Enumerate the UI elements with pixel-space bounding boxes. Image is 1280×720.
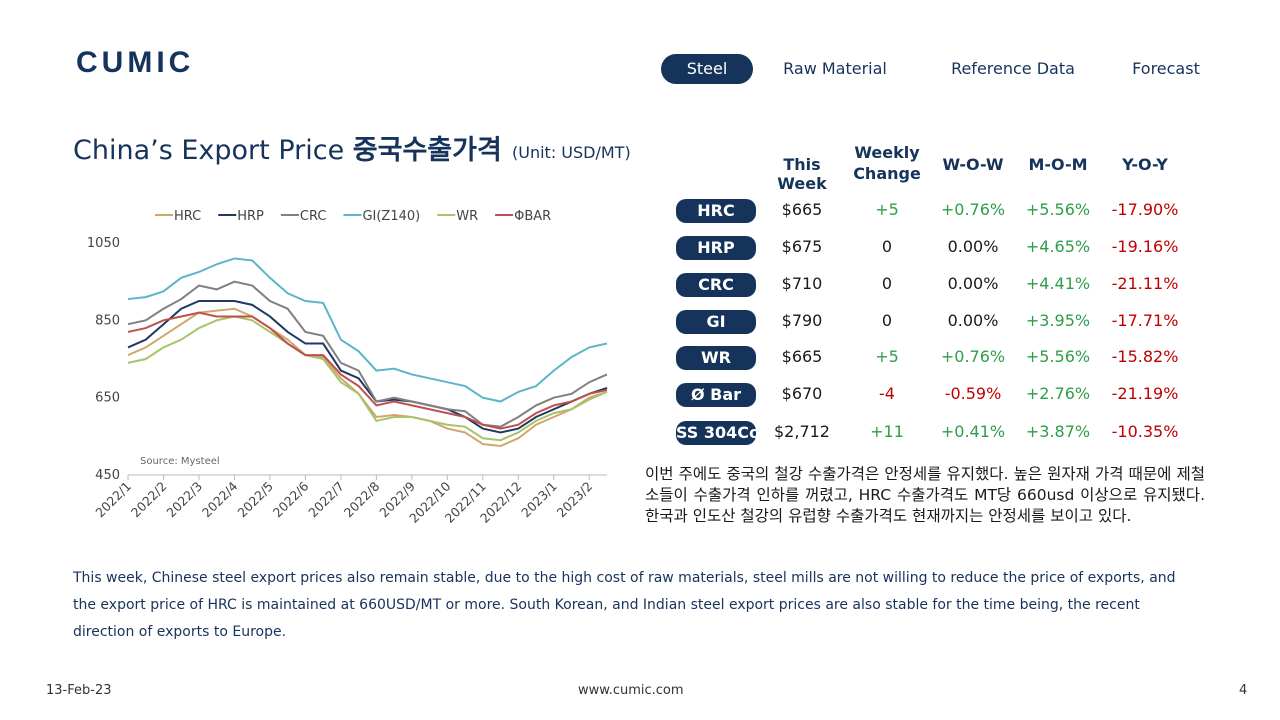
table-cell: +11 bbox=[870, 422, 904, 441]
x-tick-label: 2023/1 bbox=[518, 479, 560, 521]
row-label: SS 304Coil bbox=[676, 421, 756, 445]
table-cell: -21.19% bbox=[1111, 384, 1179, 403]
legend-label: ΦBAR bbox=[514, 209, 551, 224]
table-cell: +0.41% bbox=[940, 422, 1006, 441]
table-cell: 0 bbox=[881, 237, 893, 256]
x-tick-label: 2022/2 bbox=[128, 479, 170, 521]
table-cell: 0.00% bbox=[947, 237, 999, 256]
legend-label: GI(Z140) bbox=[362, 209, 420, 224]
table-cell: -4 bbox=[879, 384, 895, 403]
x-tick-label: 2022/8 bbox=[341, 478, 383, 520]
table-cell: +4.65% bbox=[1025, 237, 1091, 256]
table-cell: $665 bbox=[781, 200, 823, 219]
table-cell: +0.76% bbox=[940, 347, 1006, 366]
table-cell: -17.90% bbox=[1111, 200, 1179, 219]
english-text: This week, Chinese steel export prices a… bbox=[73, 570, 1176, 640]
legend-label: HRC bbox=[174, 209, 201, 224]
series-line bbox=[127, 257, 608, 403]
table-header: Y-O-Y bbox=[1122, 155, 1168, 174]
legend-label: CRC bbox=[300, 209, 327, 224]
x-tick-label: 2022/4 bbox=[199, 478, 241, 520]
x-tick-label: 2022/1 bbox=[92, 479, 134, 521]
table-header: Weekly Change bbox=[853, 143, 921, 183]
legend-label: HRP bbox=[237, 209, 264, 224]
chart: 45065085010502022/12022/22022/32022/4202… bbox=[87, 209, 608, 526]
table-cell: +2.76% bbox=[1025, 384, 1091, 403]
series-line bbox=[127, 300, 608, 434]
table-cell: 0.00% bbox=[947, 311, 999, 330]
table-cell: 0 bbox=[881, 274, 893, 293]
table-cell: -15.82% bbox=[1111, 347, 1179, 366]
x-tick-label: 2022/3 bbox=[163, 479, 205, 521]
row-label: CRC bbox=[676, 273, 756, 297]
series-line bbox=[127, 280, 608, 428]
table-cell: 0 bbox=[881, 311, 893, 330]
table-cell: +5 bbox=[875, 347, 899, 366]
table-cell: -0.59% bbox=[944, 384, 1002, 403]
korean-text: 이번 주에도 중국의 철강 수출가격은 안정세를 유지했다. 높은 원자재 가격… bbox=[645, 465, 1205, 525]
x-tick-label: 2022/5 bbox=[234, 479, 276, 521]
row-label: HRP bbox=[676, 236, 756, 260]
table-cell: -17.71% bbox=[1111, 311, 1179, 330]
x-tick-label: 2023/2 bbox=[554, 479, 596, 521]
table-cell: -10.35% bbox=[1111, 422, 1179, 441]
table-cell: 0.00% bbox=[947, 274, 999, 293]
title-en: China’s Export Price bbox=[73, 135, 345, 166]
table-cell: $710 bbox=[781, 274, 823, 293]
table-cell: +0.76% bbox=[940, 200, 1006, 219]
table-cell: $675 bbox=[781, 237, 823, 256]
table-cell: +5.56% bbox=[1025, 200, 1091, 219]
legend-label: WR bbox=[456, 209, 478, 224]
y-tick-label: 1050 bbox=[87, 236, 120, 251]
table-cell: -19.16% bbox=[1111, 237, 1179, 256]
nav-tab[interactable]: Steel bbox=[661, 54, 753, 84]
table-cell: +4.41% bbox=[1025, 274, 1091, 293]
source: Source: Mysteel bbox=[140, 456, 220, 467]
table-cell: +3.95% bbox=[1025, 311, 1091, 330]
logo: CUMIC bbox=[76, 46, 195, 79]
title-ko: 중국수출가격 bbox=[352, 135, 502, 166]
series-line bbox=[127, 311, 608, 430]
series-line bbox=[127, 315, 608, 442]
table-cell: $2,712 bbox=[774, 422, 830, 441]
table-cell: $670 bbox=[781, 384, 823, 403]
unit: (Unit: USD/MT) bbox=[512, 143, 631, 162]
title: China’s Export Price 중국수출가격 bbox=[73, 128, 502, 167]
x-tick-label: 2022/6 bbox=[270, 478, 312, 520]
nav-tab[interactable]: Reference Data bbox=[951, 59, 1075, 78]
y-tick-label: 450 bbox=[95, 468, 120, 483]
row-label: WR bbox=[676, 346, 756, 370]
y-tick-label: 850 bbox=[95, 313, 120, 328]
series-line bbox=[127, 307, 608, 448]
nav-tab[interactable]: Raw Material bbox=[783, 59, 887, 78]
table-cell: $790 bbox=[781, 311, 823, 330]
date: 13-Feb-23 bbox=[46, 683, 112, 698]
table-cell: +3.87% bbox=[1025, 422, 1091, 441]
page-number: 4 bbox=[1239, 683, 1248, 698]
table-header: W-O-W bbox=[942, 155, 1004, 174]
row-label: HRC bbox=[676, 199, 756, 223]
table-header: This Week bbox=[777, 155, 827, 193]
table-cell: -21.11% bbox=[1111, 274, 1179, 293]
y-tick-label: 650 bbox=[95, 391, 120, 406]
table-header: M-O-M bbox=[1028, 155, 1088, 174]
x-tick-label: 2022/7 bbox=[305, 479, 347, 521]
table-cell: $665 bbox=[781, 347, 823, 366]
row-label: Ø Bar bbox=[676, 383, 756, 407]
table-cell: +5 bbox=[875, 200, 899, 219]
row-label: GI bbox=[676, 310, 756, 334]
table-cell: +5.56% bbox=[1025, 347, 1091, 366]
url: www.cumic.com bbox=[578, 683, 684, 698]
nav-tab[interactable]: Forecast bbox=[1132, 59, 1200, 78]
